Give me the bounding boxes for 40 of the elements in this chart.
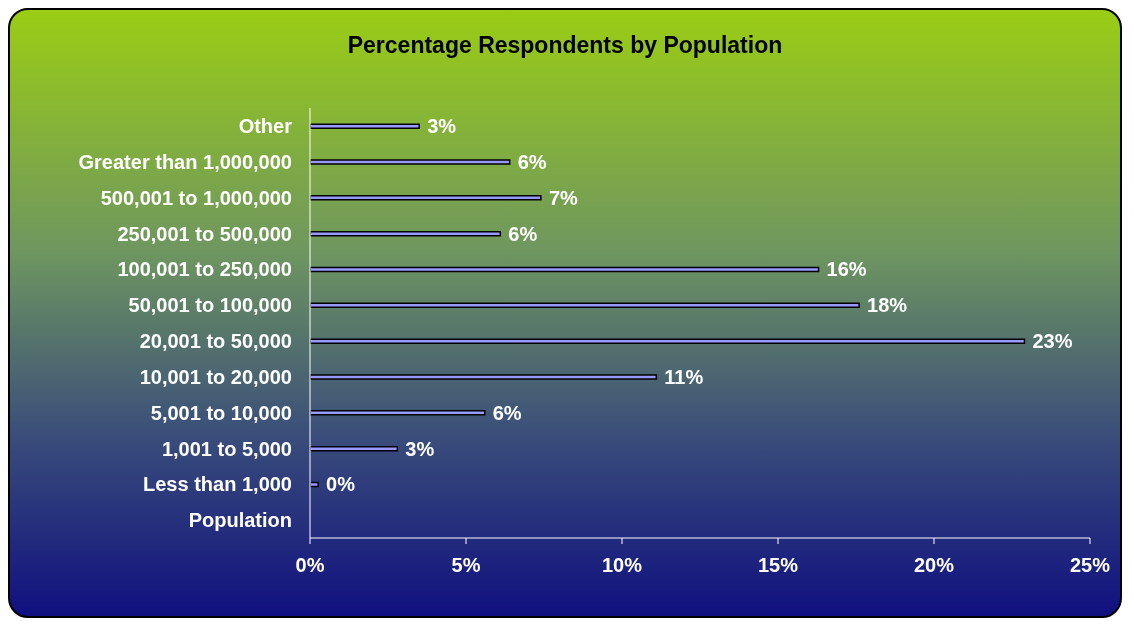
y-tick-label: 1,001 to 5,000 <box>161 437 292 460</box>
x-tick-label: 5% <box>451 554 481 577</box>
bar <box>310 266 820 273</box>
y-tick-label: 5,001 to 10,000 <box>150 401 292 424</box>
bar <box>310 410 486 416</box>
bar <box>310 195 542 201</box>
y-tick-label: 500,001 to 1,000,000 <box>100 186 292 209</box>
bar <box>310 302 860 309</box>
data-label: 23% <box>1032 330 1073 353</box>
y-tick-label: 20,001 to 50,000 <box>139 330 292 353</box>
y-tick-label: 250,001 to 500,000 <box>117 222 292 245</box>
bar <box>310 338 1026 344</box>
data-label: 3% <box>427 115 457 138</box>
y-tick-label: 50,001 to 100,000 <box>128 294 292 317</box>
y-tick-label: 100,001 to 250,000 <box>117 258 292 281</box>
data-label: 6% <box>508 222 538 245</box>
data-label: 18% <box>867 294 908 317</box>
bar <box>310 374 658 380</box>
y-tick-label: Other <box>238 115 293 138</box>
x-tick-label: 10% <box>601 554 643 577</box>
bar <box>310 230 502 237</box>
x-tick-label: 15% <box>757 554 799 577</box>
bar <box>310 445 399 452</box>
y-tick-label: Population <box>188 509 292 532</box>
chart-title: Percentage Respondents by Population <box>346 32 784 59</box>
y-tick-label: Less than 1,000 <box>143 473 292 496</box>
y-tick-label: Greater than 1,000,000 <box>78 150 292 173</box>
data-label: 11% <box>664 365 704 388</box>
data-label: 7% <box>548 186 578 209</box>
x-tick-label: 20% <box>913 554 955 577</box>
bar <box>310 123 420 129</box>
data-label: 6% <box>492 401 522 424</box>
y-tick-label: 10,001 to 20,000 <box>139 365 292 388</box>
data-label: 0% <box>326 473 356 496</box>
data-label: 3% <box>405 437 435 460</box>
data-label: 6% <box>517 150 547 173</box>
data-label: 16% <box>826 258 867 281</box>
x-tick-label: 0% <box>295 554 325 577</box>
bar <box>310 159 511 165</box>
x-tick-label: 25% <box>1069 554 1111 577</box>
